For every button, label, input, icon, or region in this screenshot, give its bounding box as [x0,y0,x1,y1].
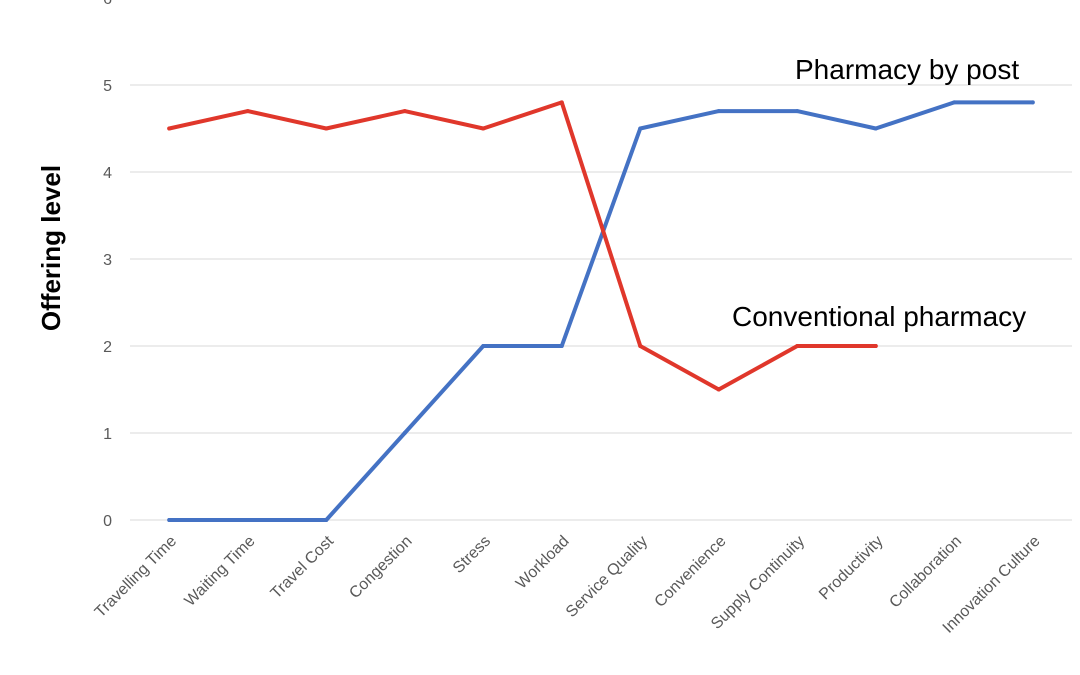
series-line-conventional-pharmacy [167,100,878,392]
x-tick-label: Congestion [346,533,415,602]
x-tick-label: Travel Cost [268,532,338,602]
data-point-conventional-pharmacy [559,100,564,105]
y-tick-label: 6 [103,0,112,8]
x-tick-label: Travelling Time [92,533,180,621]
data-point-conventional-pharmacy [402,109,407,114]
series-label-conventional-pharmacy: Conventional pharmacy [732,301,1026,332]
data-point-pharmacy-by-post [716,109,721,114]
x-tick-label: Workload [513,533,573,593]
series-label-pharmacy-by-post: Pharmacy by post [795,54,1019,85]
data-point-conventional-pharmacy [481,126,486,131]
data-point-conventional-pharmacy [716,387,721,392]
data-point-pharmacy-by-post [245,518,250,522]
x-tick-label: Stress [450,533,494,577]
data-point-pharmacy-by-post [873,126,878,131]
data-point-conventional-pharmacy [795,344,800,348]
data-point-pharmacy-by-post [638,126,643,131]
series-line-pharmacy-by-post [167,100,1035,522]
data-point-pharmacy-by-post [795,109,800,114]
x-tick-label: Convenience [652,533,730,611]
gridlines [130,84,1072,521]
y-tick-label: 0 [103,513,112,530]
data-point-pharmacy-by-post [167,518,172,522]
x-tick-label: Waiting Time [182,533,259,610]
y-tick-label: 5 [103,78,112,95]
y-tick-label: 1 [103,426,112,443]
x-tick-label: Collaboration [886,533,965,612]
data-point-pharmacy-by-post [402,431,407,435]
data-point-conventional-pharmacy [167,126,172,131]
data-point-conventional-pharmacy [324,126,329,131]
y-axis-label: Offering level [36,165,66,331]
series-lines [167,100,1035,522]
data-point-conventional-pharmacy [638,344,643,348]
y-tick-label: 4 [103,165,112,182]
data-point-pharmacy-by-post [324,518,329,522]
x-tick-label: Productivity [816,533,887,604]
y-tick-label: 3 [103,252,112,269]
y-axis-ticks: 0 1 2 3 4 5 6 [103,0,112,530]
data-point-pharmacy-by-post [559,344,564,348]
data-point-conventional-pharmacy [245,109,250,114]
data-point-conventional-pharmacy [873,344,878,348]
x-tick-label: Service Quality [563,533,651,621]
y-tick-label: 2 [103,339,112,356]
x-axis-ticks: Travelling Time Waiting Time Travel Cost Co… [92,532,1044,636]
data-point-pharmacy-by-post [1030,100,1035,105]
data-point-pharmacy-by-post [481,344,486,348]
data-point-pharmacy-by-post [952,100,957,105]
